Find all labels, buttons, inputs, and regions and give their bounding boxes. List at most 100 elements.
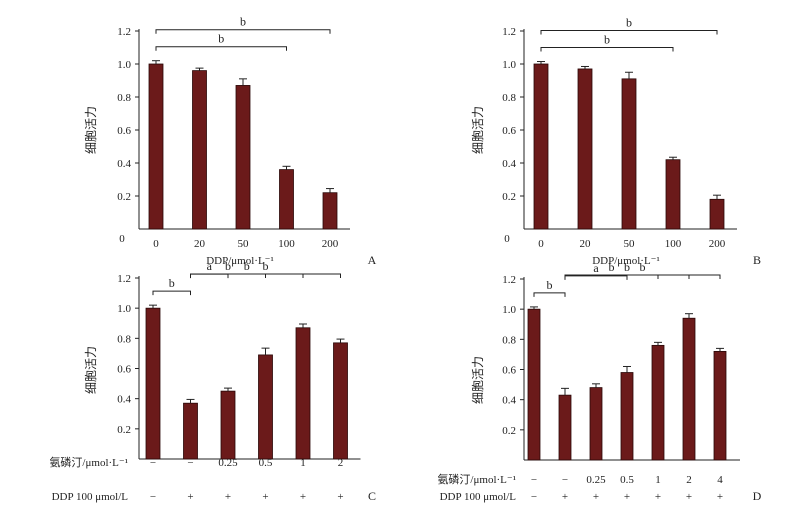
panel-d-row2-cell: − bbox=[531, 491, 537, 503]
panel-b-significance-label: b bbox=[626, 16, 632, 30]
panel-d-row2-cell: + bbox=[562, 491, 568, 503]
panel-d-bar bbox=[682, 317, 696, 461]
panel-a-significance-bracket bbox=[155, 29, 331, 34]
panel-c-row1-label: 氨磷汀/μmol·L⁻¹ bbox=[49, 456, 128, 469]
panel-c-bar bbox=[145, 307, 161, 460]
panel-d-row1-cell: 2 bbox=[686, 474, 692, 486]
panel-c-row1-cell: − bbox=[187, 457, 193, 469]
panel-d-row1-cell: 0.25 bbox=[586, 474, 606, 486]
panel-c-y-tick-label: 0.4 bbox=[117, 394, 131, 406]
panel-c-significance-label: a bbox=[207, 259, 213, 273]
panel-b-y-tick-label: 0.2 bbox=[502, 191, 516, 203]
panel-d-y-tick-label: 1.0 bbox=[502, 304, 516, 316]
panel-d-significance-label: b bbox=[624, 260, 630, 274]
panel-c-row2-cell: + bbox=[337, 491, 343, 503]
panel-b-significance-label: b bbox=[604, 33, 610, 47]
panel-a-x-axis-title: DDP/μmol·L⁻¹ bbox=[206, 255, 274, 267]
panel-b-bar bbox=[665, 159, 681, 230]
panel-b-y-tick-label: 0 bbox=[504, 233, 510, 245]
panel-b-y-tick-label: 0.8 bbox=[502, 92, 516, 104]
panel-a-y-tick-label: 0.8 bbox=[117, 92, 131, 104]
panel-a-y-tick-label: 1.0 bbox=[117, 59, 131, 71]
panel-b-bar bbox=[709, 198, 725, 230]
panel-d-row1-label: 氨磷汀/μmol·L⁻¹ bbox=[437, 473, 516, 486]
panel-d-row2-cell: + bbox=[717, 491, 723, 503]
panel-c-significance-bracket bbox=[190, 273, 341, 278]
panel-d-significance-bracket bbox=[564, 275, 628, 280]
panel-c-row2-cell: + bbox=[262, 491, 268, 503]
panel-b-significance-bracket bbox=[540, 47, 674, 52]
panel-a-significance-bracket bbox=[155, 46, 287, 51]
panel-d-row1-cell: − bbox=[562, 474, 568, 486]
panel-c-y-tick-label: 1.2 bbox=[117, 273, 131, 285]
panel-c-significance-bracket bbox=[190, 273, 229, 279]
panel-d-bar bbox=[527, 308, 541, 461]
panel-d-significance-label: b bbox=[547, 278, 553, 292]
panel-d-y-axis-title: 细胞活力 bbox=[471, 356, 485, 404]
panel-b-x-tick-label: 100 bbox=[665, 238, 682, 250]
panel-a-x-tick-label: 0 bbox=[153, 238, 159, 250]
panel-c-bar bbox=[258, 354, 273, 460]
panel-a-bar bbox=[322, 192, 338, 230]
panel-c-bar bbox=[183, 402, 198, 460]
panel-a-bar bbox=[148, 63, 164, 230]
panel-d-y-tick-label: 0.4 bbox=[502, 395, 516, 407]
panel-c-row1-cell: − bbox=[150, 457, 156, 469]
panel-a-y-tick-label: 1.2 bbox=[117, 26, 131, 38]
panel-d-row2-cell: + bbox=[655, 491, 661, 503]
panel-c-row1-cell: 2 bbox=[338, 457, 344, 469]
panel-c-row2-cell: − bbox=[150, 491, 156, 503]
panel-c-significance-bracket bbox=[152, 290, 191, 296]
panel-d-row1-cell: − bbox=[531, 474, 537, 486]
panel-c-significance-label: b bbox=[225, 259, 231, 273]
panel-b-x-tick-label: 50 bbox=[624, 238, 636, 250]
panel-c-significance-label: b bbox=[263, 259, 269, 273]
panel-d-row2-cell: + bbox=[593, 491, 599, 503]
panel-b-y-tick-label: 1.0 bbox=[502, 59, 516, 71]
panel-a-bar bbox=[279, 169, 294, 230]
panel-d-bar bbox=[558, 394, 572, 461]
panel-d-bar bbox=[620, 372, 634, 461]
panel-b-x-tick-label: 0 bbox=[538, 238, 544, 250]
panel-b-letter: B bbox=[753, 253, 761, 267]
panel-c-significance-label: b bbox=[169, 276, 175, 290]
panel-a-y-tick-label: 0.6 bbox=[117, 125, 131, 137]
panel-b-y-tick-label: 0.6 bbox=[502, 125, 516, 137]
panel-c-y-axis-title: 细胞活力 bbox=[84, 346, 98, 394]
panel-c-bar bbox=[295, 327, 311, 460]
panel-b-y-tick-label: 0.4 bbox=[502, 158, 516, 170]
panel-d-letter: D bbox=[753, 489, 762, 503]
panel-d-row1-cell: 4 bbox=[717, 474, 723, 486]
panel-b-y-axis-title: 细胞活力 bbox=[471, 106, 485, 154]
panel-a-y-tick-label: 0 bbox=[119, 233, 125, 245]
panel-c-row2-cell: + bbox=[187, 491, 193, 503]
panel-a-y-tick-label: 0.2 bbox=[117, 191, 131, 203]
panel-d-significance-bracket bbox=[564, 274, 721, 279]
panel-d-bar bbox=[589, 387, 603, 461]
panel-c-row1-cell: 0.25 bbox=[218, 457, 238, 469]
panel-d-row1-cell: 1 bbox=[655, 474, 661, 486]
panel-d-significance-label: b bbox=[609, 260, 615, 274]
panel-b-y-tick-label: 1.2 bbox=[502, 26, 516, 38]
panel-c-row2-cell: + bbox=[225, 491, 231, 503]
panel-c-significance-label: b bbox=[244, 259, 250, 273]
panel-d-y-tick-label: 0.8 bbox=[502, 334, 516, 346]
panel-a-x-tick-label: 20 bbox=[194, 238, 206, 250]
panel-b-x-axis-title: DDP/μmol·L⁻¹ bbox=[592, 255, 660, 267]
panel-c-y-tick-label: 0.8 bbox=[117, 333, 131, 345]
panel-a-x-tick-label: 100 bbox=[278, 238, 295, 250]
panel-b-bar bbox=[577, 68, 593, 230]
panel-a-bar bbox=[192, 70, 207, 230]
panel-b-significance-bracket bbox=[540, 30, 718, 35]
panel-c-row1-cell: 1 bbox=[300, 457, 306, 469]
panel-c-y-tick-label: 0.6 bbox=[117, 364, 131, 376]
panel-b-bar bbox=[533, 63, 549, 230]
panel-d-bar bbox=[713, 350, 727, 461]
panel-a-x-tick-label: 200 bbox=[322, 238, 339, 250]
panel-d-row2-cell: + bbox=[686, 491, 692, 503]
panel-a-significance-label: b bbox=[218, 32, 224, 46]
panel-d-y-tick-label: 0.2 bbox=[502, 425, 516, 437]
panel-c-row2-cell: + bbox=[300, 491, 306, 503]
panel-d-y-tick-label: 0.6 bbox=[502, 365, 516, 377]
panel-d-significance-label: a bbox=[593, 261, 599, 275]
